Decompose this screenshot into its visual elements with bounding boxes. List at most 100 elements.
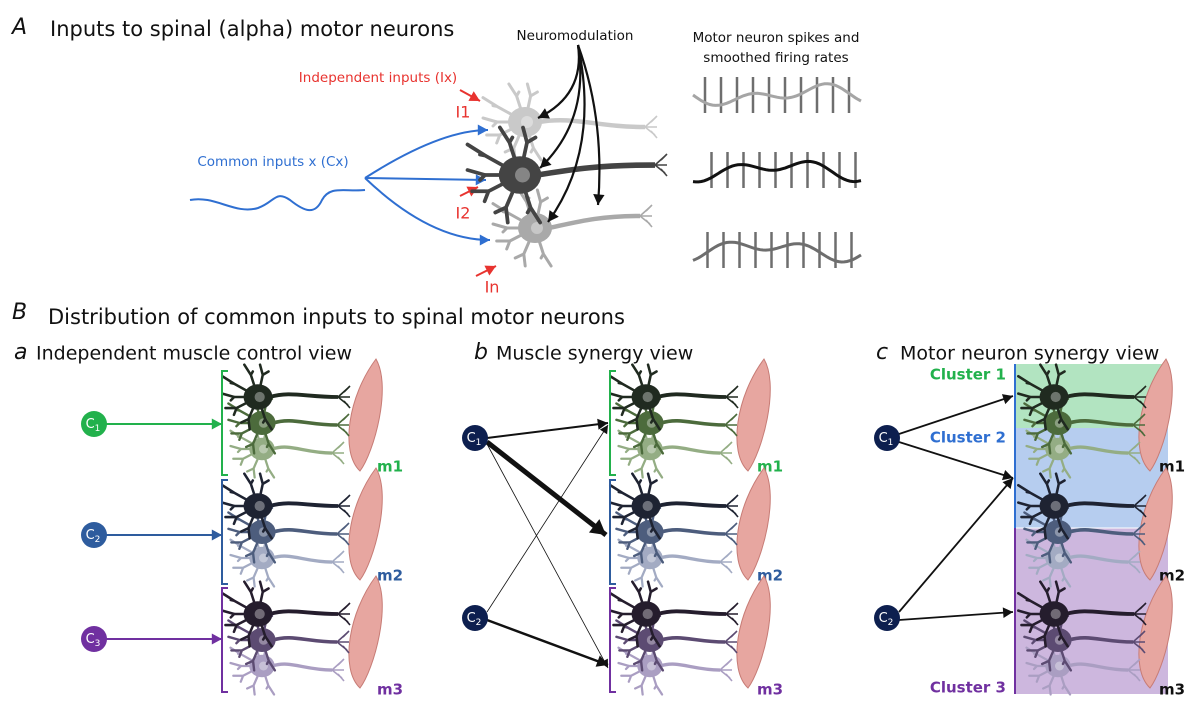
arrow-line: [486, 443, 609, 669]
soma: [1039, 493, 1069, 519]
axon: [548, 213, 641, 231]
axon-terminal: [1133, 494, 1147, 518]
neuron: [481, 82, 658, 162]
soma: [631, 493, 661, 519]
muscle: [348, 467, 383, 581]
soma: [243, 384, 273, 410]
axon: [269, 392, 339, 399]
input-node-label: C1: [879, 431, 894, 448]
input-index: 1: [476, 438, 482, 448]
arrow-head: [588, 519, 606, 535]
neuron: [1023, 500, 1146, 564]
axon: [657, 609, 727, 616]
muscle: [736, 575, 771, 689]
input-node-label: C2: [86, 528, 101, 545]
neuron: [221, 580, 351, 648]
axon-terminal: [724, 630, 738, 654]
axon: [272, 636, 338, 644]
common-input-wave: [189, 189, 366, 212]
nucleus: [254, 608, 265, 620]
axon-terminal: [725, 385, 739, 409]
axon: [659, 554, 721, 564]
neuron: [1017, 580, 1147, 648]
input-node-label: C2: [879, 611, 894, 628]
input-name: C: [86, 417, 95, 432]
input-name: C: [467, 431, 476, 446]
neuron: [609, 580, 739, 648]
view-letter: c: [876, 340, 888, 365]
bracket: [609, 479, 616, 585]
nucleus: [521, 116, 533, 128]
panel-letter: B: [12, 300, 27, 325]
common-inputs-label: Common inputs x (Cx): [197, 154, 348, 170]
input-label: I2: [456, 204, 471, 223]
axon: [538, 117, 646, 130]
axon: [1065, 609, 1135, 616]
muscle-label: m2: [377, 567, 403, 585]
input-name: C: [86, 632, 95, 647]
axon-terminal: [719, 658, 733, 682]
soma: [631, 601, 661, 627]
muscle: [736, 358, 771, 472]
nucleus: [642, 391, 653, 403]
bracket: [221, 587, 228, 693]
axon: [1068, 528, 1134, 536]
neuron: [1025, 636, 1141, 696]
firing-rate: [692, 159, 862, 184]
axon-terminal: [1127, 441, 1141, 465]
axon-terminal: [1132, 630, 1146, 654]
arrow-head: [479, 234, 490, 246]
arrow-line: [364, 177, 491, 241]
axon-terminal: [1133, 385, 1147, 409]
axon: [1068, 419, 1134, 427]
axon-terminal: [337, 602, 351, 626]
soma: [248, 628, 276, 652]
view-title: Independent muscle control view: [36, 343, 352, 365]
input-node: [874, 605, 900, 631]
neuron: [1017, 472, 1147, 540]
input-name: C: [879, 611, 888, 626]
nucleus: [1050, 391, 1061, 403]
view-title: Muscle synergy view: [496, 343, 693, 365]
panel-title: Inputs to spinal (alpha) motor neurons: [50, 17, 454, 41]
arrow-line: [364, 129, 489, 179]
input-node: [81, 522, 107, 548]
input-name: C: [467, 611, 476, 626]
soma: [1044, 628, 1072, 652]
axon: [659, 662, 721, 672]
cluster-label: Cluster 1: [930, 366, 1006, 384]
arrow-line: [898, 611, 1014, 621]
arrow-head: [211, 418, 222, 430]
bracket: [609, 370, 616, 476]
soma: [1039, 601, 1069, 627]
arrow-line: [537, 44, 580, 119]
firing-rate: [692, 82, 862, 107]
arrow-head: [599, 425, 608, 435]
axon-terminal: [1133, 602, 1147, 626]
axon: [659, 445, 721, 455]
axon: [537, 162, 656, 178]
input-index: 3: [95, 639, 101, 649]
input-node: [81, 626, 107, 652]
soma: [636, 520, 664, 544]
axon-terminal: [725, 602, 739, 626]
arrow-head: [1002, 478, 1013, 489]
input-node-label: C3: [86, 632, 101, 649]
axon-terminal: [331, 658, 345, 682]
soma: [1044, 520, 1072, 544]
arrow-line: [486, 618, 609, 667]
muscle: [348, 575, 383, 689]
arrow-head: [593, 194, 605, 205]
muscle-label: m3: [1159, 681, 1185, 699]
bracket: [609, 587, 616, 693]
soma: [243, 493, 273, 519]
arrow-line: [576, 44, 601, 206]
soma: [248, 411, 276, 435]
input-label: In: [485, 278, 500, 297]
arrow-head: [484, 265, 496, 276]
nucleus: [1050, 500, 1061, 512]
soma: [631, 384, 661, 410]
input-node: [874, 425, 900, 451]
axon-terminal: [331, 441, 345, 465]
